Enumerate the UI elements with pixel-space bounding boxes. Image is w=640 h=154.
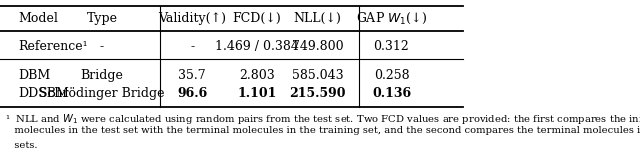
Text: 35.7: 35.7: [179, 69, 206, 82]
Text: 0.136: 0.136: [372, 87, 411, 100]
Text: Schrödinger Bridge: Schrödinger Bridge: [39, 87, 164, 100]
Text: 2.803: 2.803: [239, 69, 275, 82]
Text: 1.101: 1.101: [237, 87, 277, 100]
Text: 749.800: 749.800: [292, 40, 343, 53]
Text: DDSBM: DDSBM: [19, 87, 69, 100]
Text: 96.6: 96.6: [177, 87, 207, 100]
Text: molecules in the test set with the terminal molecules in the training set, and t: molecules in the test set with the termi…: [4, 126, 640, 135]
Text: Reference¹: Reference¹: [19, 40, 88, 53]
Text: FCD(↓): FCD(↓): [233, 12, 282, 25]
Text: NLL(↓): NLL(↓): [293, 12, 341, 25]
Text: 215.590: 215.590: [289, 87, 346, 100]
Text: 1.469 / 0.384: 1.469 / 0.384: [215, 40, 299, 53]
Text: Type: Type: [86, 12, 117, 25]
Text: Validity(↑): Validity(↑): [158, 12, 227, 25]
Text: DBM: DBM: [19, 69, 51, 82]
Text: 0.258: 0.258: [374, 69, 410, 82]
Text: -: -: [190, 40, 195, 53]
Text: sets.: sets.: [4, 141, 37, 150]
Text: -: -: [100, 40, 104, 53]
Text: 0.312: 0.312: [374, 40, 410, 53]
Text: GAP $W_1$(↓): GAP $W_1$(↓): [356, 11, 427, 26]
Text: Bridge: Bridge: [81, 69, 124, 82]
Text: Model: Model: [19, 12, 58, 25]
Text: ¹  NLL and $W_1$ were calculated using random pairs from the test set. Two FCD v: ¹ NLL and $W_1$ were calculated using ra…: [4, 112, 640, 126]
Text: 585.043: 585.043: [292, 69, 343, 82]
